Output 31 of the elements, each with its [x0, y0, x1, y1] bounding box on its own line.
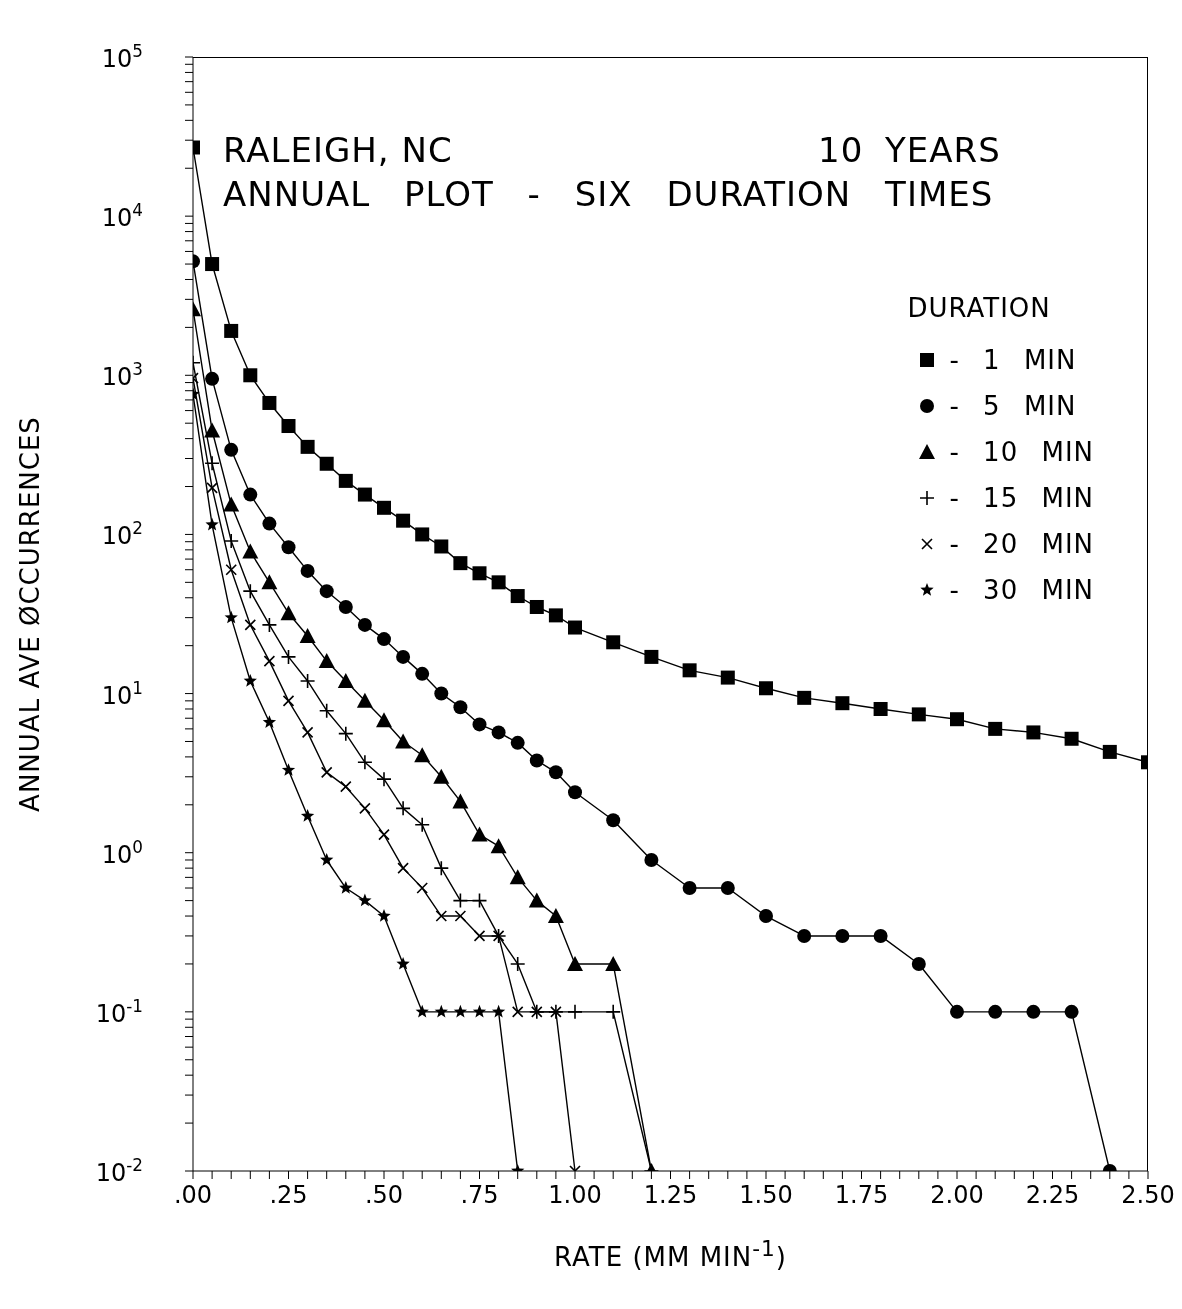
legend-label: - 20 MIN — [949, 529, 1094, 559]
y-tick-label: 10$^{3}$ — [101, 359, 143, 392]
x-tick-label: 1.75 — [834, 1181, 889, 1209]
y-tick-label: 10$^{-2}$ — [95, 1155, 143, 1187]
x-tick-label: 1.50 — [739, 1181, 793, 1209]
x-tick-label: .75 — [460, 1181, 499, 1209]
annotation: 10 YEARS — [818, 130, 1001, 170]
y-axis-title: ANNUAL AVE ØCCURRENCES — [15, 416, 45, 812]
x-tick-label: 1.25 — [643, 1181, 698, 1209]
text: RALEIGH, NC — [223, 130, 453, 170]
y-tick-label: 10$^{0}$ — [101, 836, 143, 869]
x-tick-label: 2.50 — [1121, 1181, 1175, 1209]
x-tick-label: 2.25 — [1025, 1181, 1080, 1209]
legend-label: - 15 MIN — [949, 483, 1094, 513]
y-tick-label: 10$^{2}$ — [101, 518, 143, 551]
x-tick-label: .00 — [173, 1181, 213, 1209]
x-tick-label: .25 — [269, 1181, 308, 1209]
y-tick-label: 10$^{5}$ — [101, 41, 143, 73]
x-tick-label: .50 — [364, 1181, 404, 1209]
legend-label: - 30 MIN — [949, 575, 1094, 605]
x-tick-label: 1.00 — [548, 1181, 602, 1209]
y-tick-label: 10$^{4}$ — [101, 200, 143, 233]
x-tick-label: 2.00 — [930, 1181, 984, 1209]
legend-title: DURATION — [907, 293, 1052, 323]
legend-label: - 1 MIN — [949, 345, 1077, 375]
legend-label: - 10 MIN — [949, 437, 1094, 467]
text: ANNUAL PLOT - SIX DURATION TIMES — [223, 174, 994, 214]
legend-label: - 5 MIN — [949, 391, 1077, 421]
x-axis-title: RATE (MM MIN$^{-1}$) — [553, 1236, 788, 1272]
y-tick-label: 10$^{-1}$ — [95, 995, 143, 1028]
y-tick-label: 10$^{1}$ — [101, 677, 143, 710]
